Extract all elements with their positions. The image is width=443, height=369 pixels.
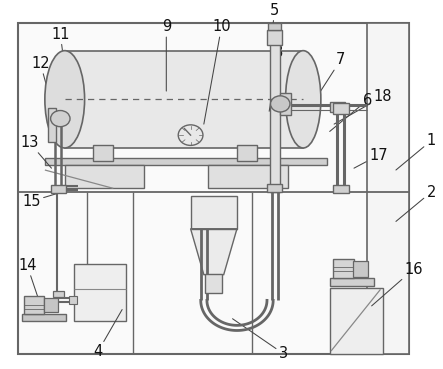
Bar [93,145,113,161]
Text: 14: 14 [18,258,39,302]
Text: 12: 12 [31,56,51,104]
Bar [208,165,288,188]
Text: 13: 13 [20,135,51,168]
Circle shape [178,125,203,145]
Bar [268,184,283,192]
Text: 11: 11 [51,27,70,102]
Text: 8: 8 [269,45,284,111]
Bar [353,261,368,276]
Text: 18: 18 [334,89,392,124]
Bar [367,23,409,354]
Text: 4: 4 [93,310,122,359]
Polygon shape [190,229,237,275]
Text: 16: 16 [372,262,423,306]
Bar [65,165,144,188]
Bar [43,298,58,313]
Bar [280,93,291,115]
Circle shape [51,111,70,127]
Text: 6: 6 [330,93,372,131]
Bar [205,274,222,293]
Text: 17: 17 [354,148,388,168]
Bar [268,31,283,45]
Bar [18,23,409,354]
Ellipse shape [286,51,321,148]
Bar [48,108,56,142]
Bar [74,263,126,321]
Ellipse shape [45,51,85,148]
Text: 2: 2 [396,184,436,221]
Text: 10: 10 [204,19,231,124]
Bar [23,296,43,314]
Text: 1: 1 [396,133,436,170]
Text: 9: 9 [162,19,171,91]
Bar [330,287,383,354]
Bar [69,296,77,304]
Bar [333,259,354,278]
Bar [237,145,257,161]
Bar [22,314,66,321]
Bar [190,196,237,229]
Bar [45,158,327,165]
Bar [51,186,66,193]
Bar [333,185,349,193]
Circle shape [271,96,290,112]
Text: 5: 5 [270,3,279,32]
Bar [333,103,349,114]
Text: 7: 7 [307,52,346,111]
Bar [53,291,64,297]
Bar [330,102,345,112]
Text: 3: 3 [233,319,288,361]
Text: 15: 15 [22,194,56,209]
Bar [65,51,303,148]
Bar [268,23,281,31]
Bar [270,38,280,192]
Bar [330,278,374,286]
